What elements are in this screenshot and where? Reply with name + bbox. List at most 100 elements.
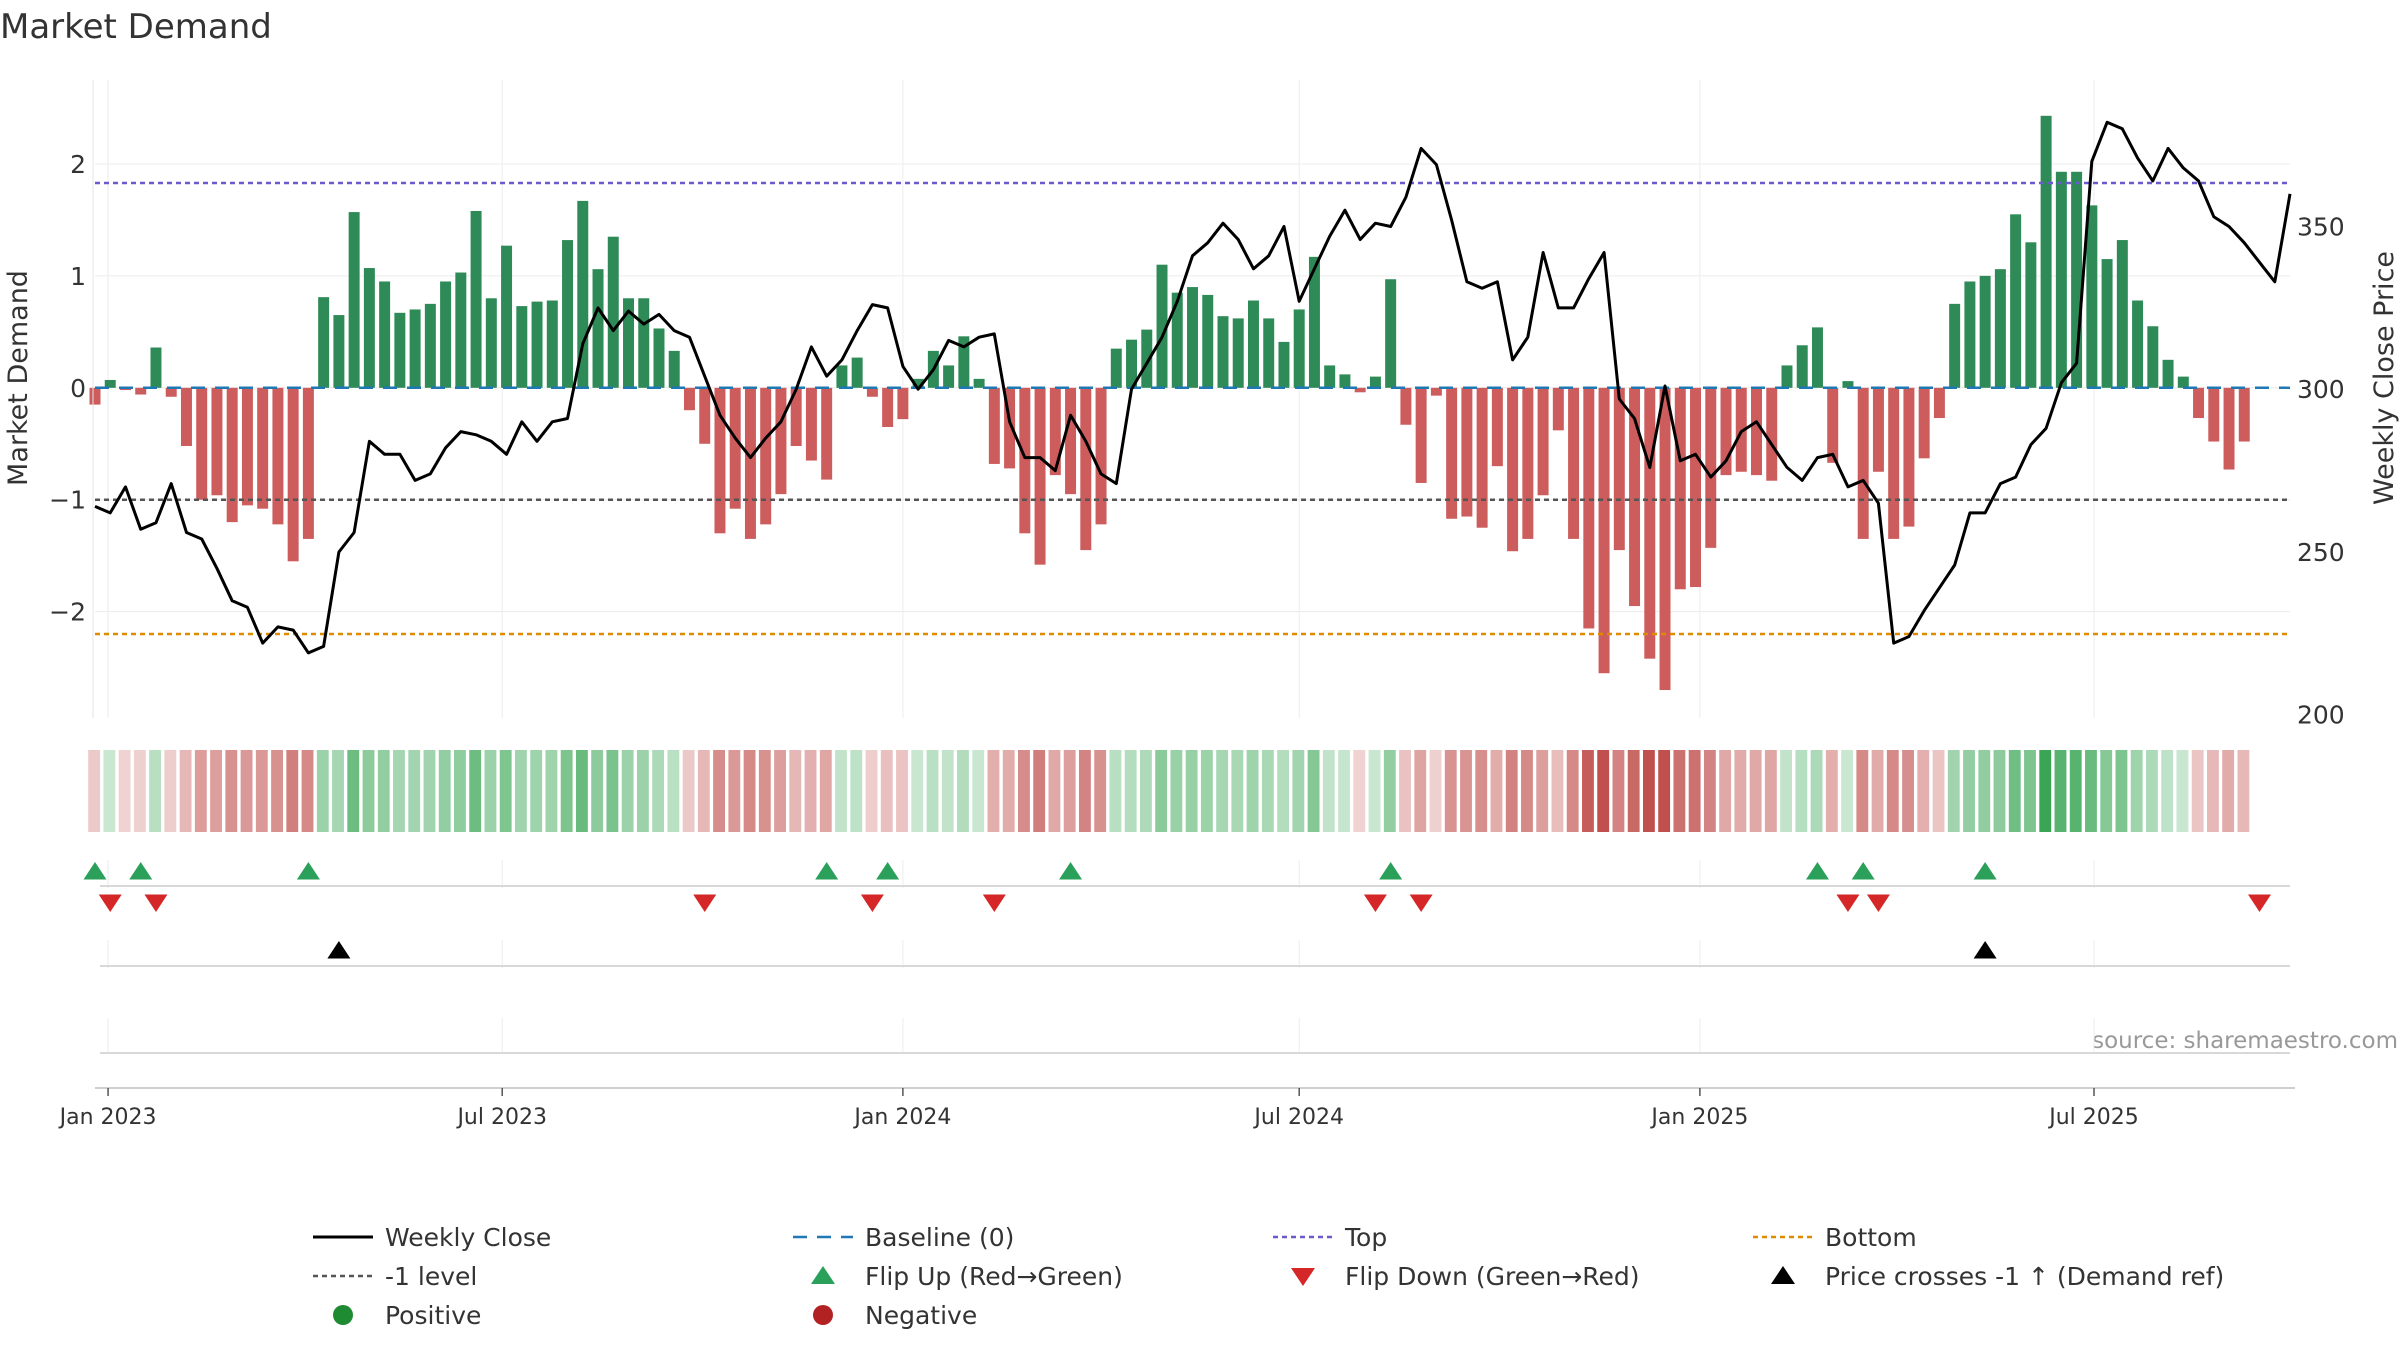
flip-down-marker <box>982 894 1006 912</box>
demand-bar-positive <box>1110 348 1122 388</box>
heat-strip-cell <box>255 750 268 832</box>
heat-strip-cell <box>301 750 314 832</box>
flip-up-marker <box>296 862 320 880</box>
demand-bar-negative <box>1461 387 1473 517</box>
demand-bar-negative <box>180 387 192 447</box>
heat-strip-cell <box>133 750 146 832</box>
demand-bar-negative <box>1751 387 1762 476</box>
heat-strip-cell <box>941 750 954 832</box>
heat-strip-cell <box>1292 750 1305 832</box>
demand-bar-negative <box>1568 387 1580 539</box>
demand-bar-positive <box>2086 205 2098 388</box>
heat-strip-cell <box>2130 750 2143 832</box>
heat-strip-cell <box>1551 750 1564 832</box>
legend-label-negative: Negative <box>865 1301 977 1330</box>
heat-strip-cell <box>957 750 969 832</box>
demand-bar-negative <box>683 387 695 411</box>
demand-bar-positive <box>1385 279 1397 388</box>
flip-up-marker <box>129 862 153 880</box>
y-tick-label-left: 1 <box>70 262 86 291</box>
demand-bar-positive <box>2162 359 2174 388</box>
heat-strip-cell <box>1612 750 1625 832</box>
demand-bar-positive <box>2055 171 2067 388</box>
demand-bar-positive <box>333 315 345 388</box>
x-tick-label: Jan 2023 <box>58 1105 157 1130</box>
heat-strip-cell <box>1231 750 1244 832</box>
heat-strip-cell <box>1780 750 1793 832</box>
heat-strip-cell <box>1841 750 1853 832</box>
heat-strip-cell <box>1170 750 1183 832</box>
flip-down-marker <box>1866 894 1890 912</box>
heat-strip-cell <box>2008 750 2021 832</box>
demand-bar-negative <box>1019 387 1031 534</box>
demand-bar-positive <box>562 240 574 388</box>
heat-strip-cell <box>1200 750 1213 832</box>
heat-strip-cell <box>2146 750 2158 832</box>
heat-strip-cell <box>1261 750 1274 832</box>
demand-bar-positive <box>2132 300 2144 388</box>
heat-strip-cell <box>1642 750 1655 832</box>
heat-strip-cell <box>1521 750 1533 832</box>
demand-bar-negative <box>805 387 817 461</box>
heat-strip-cell <box>1063 750 1076 832</box>
heat-strip-cell <box>652 750 665 832</box>
heat-strip-cell <box>1978 750 1991 832</box>
demand-bar-positive <box>379 281 391 388</box>
legend-label-cross: Price crosses -1 ↑ (Demand ref) <box>1825 1262 2224 1291</box>
heat-strip-cell <box>1002 750 1015 832</box>
demand-bar-negative <box>1644 387 1656 659</box>
demand-bar-positive <box>424 303 436 388</box>
y-tick-label-left: −1 <box>49 486 86 515</box>
y-axis-label-right: Weekly Close Price <box>2369 251 2400 505</box>
heat-strip-cell <box>1719 750 1732 832</box>
grid-layer <box>95 80 2290 1052</box>
demand-bar-negative <box>1537 387 1549 496</box>
heat-strip-cell <box>1338 750 1350 832</box>
flip-up-marker <box>1059 862 1083 880</box>
weekly-close-line <box>94 120 2292 655</box>
demand-bar-positive <box>973 378 985 388</box>
flip-up-marker <box>1805 862 1829 880</box>
heat-strip-cell <box>332 750 344 832</box>
heat-strip-cell <box>2100 750 2113 832</box>
demand-bar-positive <box>318 297 330 388</box>
demand-bar-positive <box>1964 281 1976 388</box>
heat-strip-cell <box>850 750 863 832</box>
heat-strip-cell <box>1947 750 1960 832</box>
heat-strip-cell <box>225 750 238 832</box>
demand-bar-negative <box>1095 387 1107 525</box>
heat-strip-cell <box>1353 750 1366 832</box>
heat-strip-cell <box>1749 750 1762 832</box>
demand-bar-negative <box>1872 387 1884 472</box>
demand-bar-negative <box>1735 387 1747 472</box>
heat-strip-cell <box>1582 750 1594 832</box>
demand-bar-positive <box>1369 376 1381 388</box>
flip-up-marker <box>1851 862 1875 880</box>
heat-strip-cell <box>1917 750 1930 832</box>
demand-bar-negative <box>699 387 711 444</box>
heat-strip-cell <box>1155 750 1168 832</box>
source-credit: source: sharemaestro.com <box>2092 1028 2398 1054</box>
heat-strip-cell <box>1139 750 1152 832</box>
heat-strip-cell <box>316 750 329 832</box>
demand-bar-negative <box>1522 387 1534 539</box>
heat-strip-cell <box>1078 750 1091 832</box>
y-tick-label-right: 200 <box>2297 701 2345 730</box>
heat-strip-cell <box>118 750 131 832</box>
flip-down-marker <box>1363 894 1387 912</box>
heat-strip-cell <box>591 750 604 832</box>
heat-strip-cell <box>408 750 421 832</box>
demand-bar-positive <box>1979 275 1991 388</box>
legend-swatch-flip-down <box>1291 1268 1315 1286</box>
heat-strip-cell <box>1795 750 1808 832</box>
demand-bar-negative <box>1659 387 1671 691</box>
heat-strip-cell <box>1399 750 1411 832</box>
demand-bar-positive <box>1339 374 1351 388</box>
demand-bar-negative <box>1888 387 1900 539</box>
demand-bar-negative <box>1583 387 1595 629</box>
demand-bar-positive <box>531 301 543 388</box>
flip-up-marker <box>876 862 900 880</box>
demand-bar-positive <box>348 212 360 388</box>
demand-bar-positive <box>1994 269 2006 388</box>
heat-strip-cell <box>926 750 939 832</box>
